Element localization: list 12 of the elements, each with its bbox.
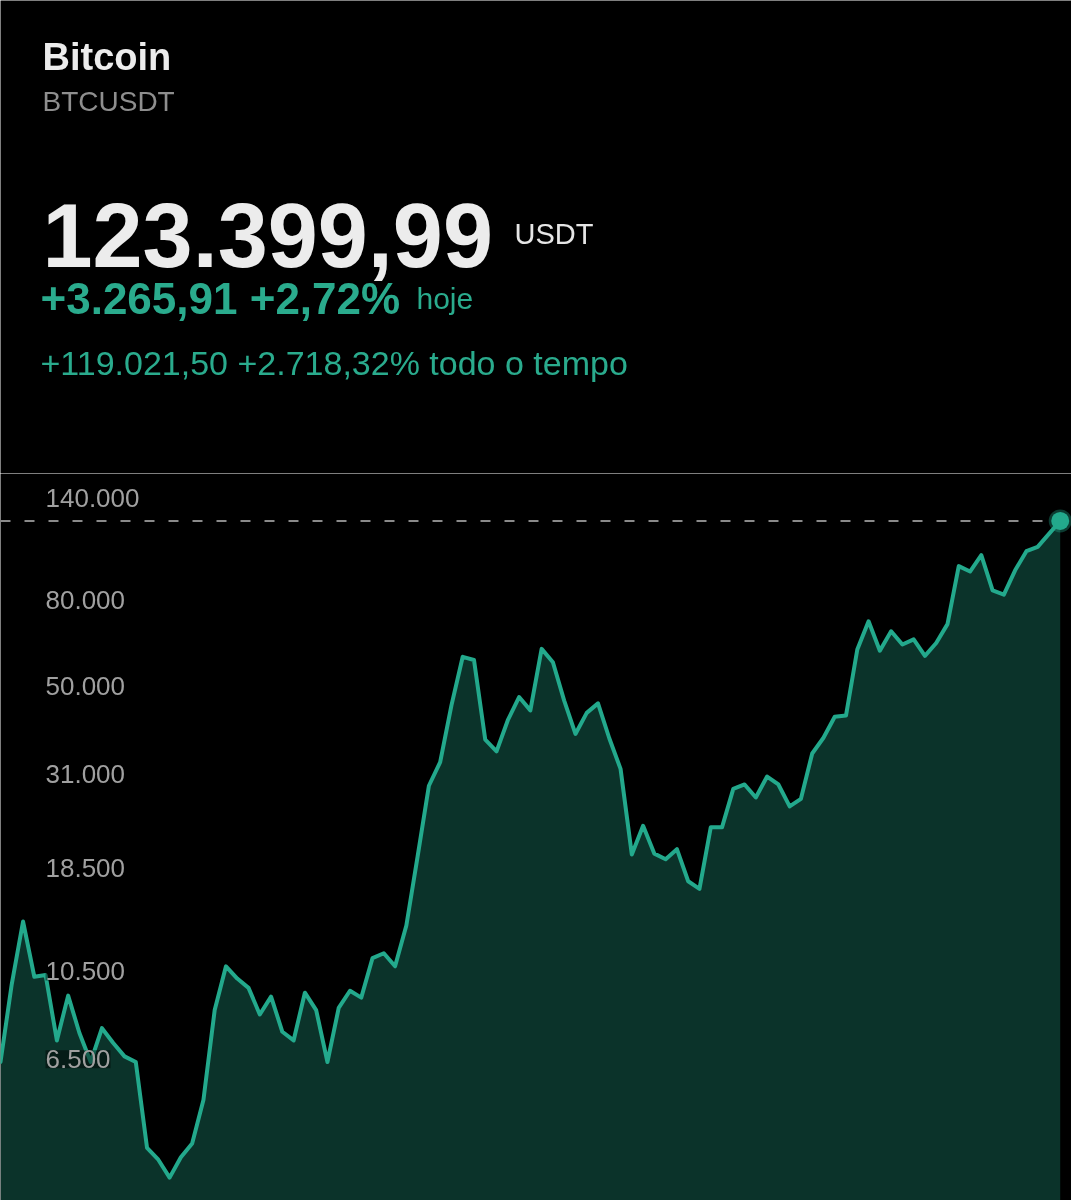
y-tick-label: 80.000 xyxy=(45,585,126,616)
chart-title: Bitcoin xyxy=(42,35,172,78)
y-tick-label: 140.000 xyxy=(45,482,140,513)
text: hoje xyxy=(416,282,474,315)
y-tick-label: 31.000 xyxy=(45,758,126,789)
y-tick-label: 6.500 xyxy=(45,1044,111,1075)
y-tick-label: 50.000 xyxy=(45,671,126,702)
chart-subtitle: BTCUSDT xyxy=(42,86,175,117)
text: +119.021,50 +2.718,32% todo o tempo xyxy=(40,343,628,382)
y-tick-label: 18.500 xyxy=(45,852,126,883)
text: USDT xyxy=(514,217,594,250)
y-tick-label: 10.500 xyxy=(45,956,126,987)
